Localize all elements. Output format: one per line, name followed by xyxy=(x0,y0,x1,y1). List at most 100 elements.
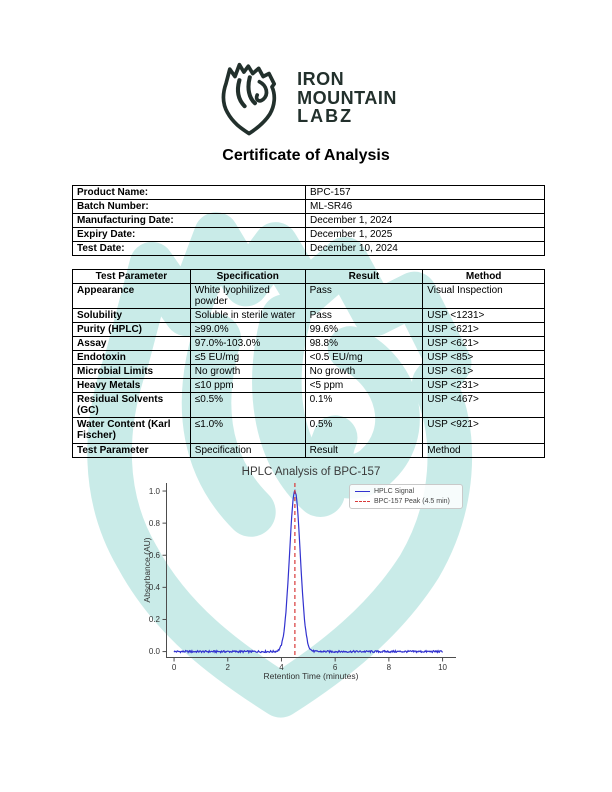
cell-method: USP <467> xyxy=(422,392,545,418)
table-row: Solubility Soluble in sterile water Pass… xyxy=(72,308,545,323)
cell-parameter: Endotoxin xyxy=(72,350,191,365)
info-label: Manufacturing Date: xyxy=(72,213,306,228)
cell-result: <0.5 EU/mg xyxy=(304,350,424,365)
cell-result: 0.5% xyxy=(304,417,424,444)
cell-method: USP <61> xyxy=(422,364,545,379)
info-label: Test Date: xyxy=(72,241,306,256)
cell-parameter: Purity (HPLC) xyxy=(72,322,191,337)
product-info-table: Product Name: BPC-157 Batch Number: ML-S… xyxy=(72,185,545,256)
cell-method: USP <621> xyxy=(422,322,545,337)
x-tick-label: 8 xyxy=(386,663,392,672)
table-row: Test Date: December 10, 2024 xyxy=(72,241,545,256)
cell-specification: Specification xyxy=(189,443,306,458)
cell-specification: ≤5 EU/mg xyxy=(189,350,306,365)
chart-canvas xyxy=(162,483,456,662)
cell-method: USP <231> xyxy=(422,378,545,393)
cell-result: <5 ppm xyxy=(304,378,424,393)
cell-parameter: Heavy Metals xyxy=(72,378,191,393)
cell-parameter: Residual Solvents (GC) xyxy=(72,392,191,418)
table-row: Heavy Metals ≤10 ppm <5 ppm USP <231> xyxy=(72,378,545,393)
legend-label: BPC-157 Peak (4.5 min) xyxy=(374,498,450,505)
info-value: ML-SR46 xyxy=(305,199,545,214)
x-tick-label: 0 xyxy=(171,663,177,672)
cell-result: 0.1% xyxy=(304,392,424,418)
legend-solid-line-swatch xyxy=(355,491,370,492)
cell-specification: ≤1.0% xyxy=(189,417,306,444)
brand-word-labz: LABZ xyxy=(297,106,354,127)
cell-method: USP <621> xyxy=(422,336,545,351)
cell-specification: ≤0.5% xyxy=(189,392,306,418)
cell-method: USP <921> xyxy=(422,417,545,444)
info-label: Product Name: xyxy=(72,185,306,200)
table-row: Residual Solvents (GC) ≤0.5% 0.1% USP <4… xyxy=(72,392,545,418)
brand-word-mountain: MOUNTAIN xyxy=(297,87,397,108)
column-header: Method xyxy=(422,269,545,284)
info-value: December 1, 2024 xyxy=(305,213,545,228)
cell-result: Pass xyxy=(304,308,424,323)
y-tick-label: 0.6 xyxy=(148,550,160,560)
brand-wordmark: IRON MOUNTAIN LABZ xyxy=(297,70,397,126)
info-value: December 10, 2024 xyxy=(305,241,545,256)
info-value: December 1, 2025 xyxy=(305,227,545,242)
cell-parameter: Solubility xyxy=(72,308,191,323)
table-row: Purity (HPLC) ≥99.0% 99.6% USP <621> xyxy=(72,322,545,337)
cell-result: 98.8% xyxy=(304,336,424,351)
cell-parameter: Water Content (Karl Fischer) xyxy=(72,417,191,444)
legend-entry: HPLC Signal xyxy=(355,488,457,495)
cell-specification: No growth xyxy=(189,364,306,379)
x-tick-label: 10 xyxy=(438,663,448,672)
table-row: Microbial Limits No growth No growth USP… xyxy=(72,364,545,379)
cell-method: USP <1231> xyxy=(422,308,545,323)
table-row: Endotoxin ≤5 EU/mg <0.5 EU/mg USP <85> xyxy=(72,350,545,365)
test-results-table: Test Parameter Specification Result Meth… xyxy=(72,269,545,458)
cell-result: 99.6% xyxy=(304,322,424,337)
table-row: Assay 97.0%-103.0% 98.8% USP <621> xyxy=(72,336,545,351)
table-row: Appearance White lyophilized powder Pass… xyxy=(72,283,545,309)
y-tick-label: 1.0 xyxy=(148,486,160,496)
brand-logo: IRON MOUNTAIN LABZ xyxy=(0,56,612,140)
cell-parameter: Microbial Limits xyxy=(72,364,191,379)
cell-result: Result xyxy=(304,443,424,458)
cell-method: USP <85> xyxy=(422,350,545,365)
x-tick-label: 2 xyxy=(225,663,230,672)
table-row: Expiry Date: December 1, 2025 xyxy=(72,227,545,242)
cell-result: Pass xyxy=(304,283,424,309)
cell-result: No growth xyxy=(304,364,424,379)
hplc-signal-line xyxy=(173,488,444,655)
chart-legend: HPLC Signal BPC-157 Peak (4.5 min) xyxy=(349,484,463,509)
table-row: Test Parameter Specification Result Meth… xyxy=(72,443,545,458)
y-tick-label: 0.4 xyxy=(148,582,160,592)
cell-parameter: Assay xyxy=(72,336,191,351)
cell-specification: ≥99.0% xyxy=(189,322,306,337)
cell-method: Method xyxy=(422,443,545,458)
chart-y-axis-label: Absorbance (AU) xyxy=(142,537,152,603)
table-row: Batch Number: ML-SR46 xyxy=(72,199,545,214)
hplc-chart: HPLC Analysis of BPC-157 Absorbance (AU)… xyxy=(135,460,480,698)
chart-x-axis-label: Retention Time (minutes) xyxy=(263,671,359,681)
legend-entry: BPC-157 Peak (4.5 min) xyxy=(355,498,457,505)
info-value: BPC-157 xyxy=(305,185,545,200)
cell-parameter: Test Parameter xyxy=(72,443,191,458)
cell-specification: Soluble in sterile water xyxy=(189,308,306,323)
cell-specification: 97.0%-103.0% xyxy=(189,336,306,351)
legend-label: HPLC Signal xyxy=(374,488,415,495)
y-tick-label: 0.8 xyxy=(148,518,160,528)
column-header: Test Parameter xyxy=(72,269,191,284)
legend-dashed-line-swatch xyxy=(355,501,370,502)
brand-word-iron: IRON xyxy=(297,68,345,89)
y-tick-label: 0.2 xyxy=(148,614,160,624)
chart-title: HPLC Analysis of BPC-157 xyxy=(241,466,381,478)
cell-specification: ≤10 ppm xyxy=(189,378,306,393)
column-header: Specification xyxy=(189,269,306,284)
table-row: Manufacturing Date: December 1, 2024 xyxy=(72,213,545,228)
info-label: Expiry Date: xyxy=(72,227,306,242)
page-title: Certificate of Analysis xyxy=(222,147,390,164)
table-row: Product Name: BPC-157 xyxy=(72,185,545,200)
chart-plot-area: 0 2 4 6 8 10 0.0 0.2 0.4 0.6 0.8 1.0 xyxy=(149,483,456,672)
table-row: Water Content (Karl Fischer) ≤1.0% 0.5% … xyxy=(72,417,545,444)
cell-parameter: Appearance xyxy=(72,283,191,309)
cell-method: Visual Inspection xyxy=(422,283,545,309)
cell-specification: White lyophilized powder xyxy=(189,283,306,309)
table-header-row: Test Parameter Specification Result Meth… xyxy=(72,269,545,284)
